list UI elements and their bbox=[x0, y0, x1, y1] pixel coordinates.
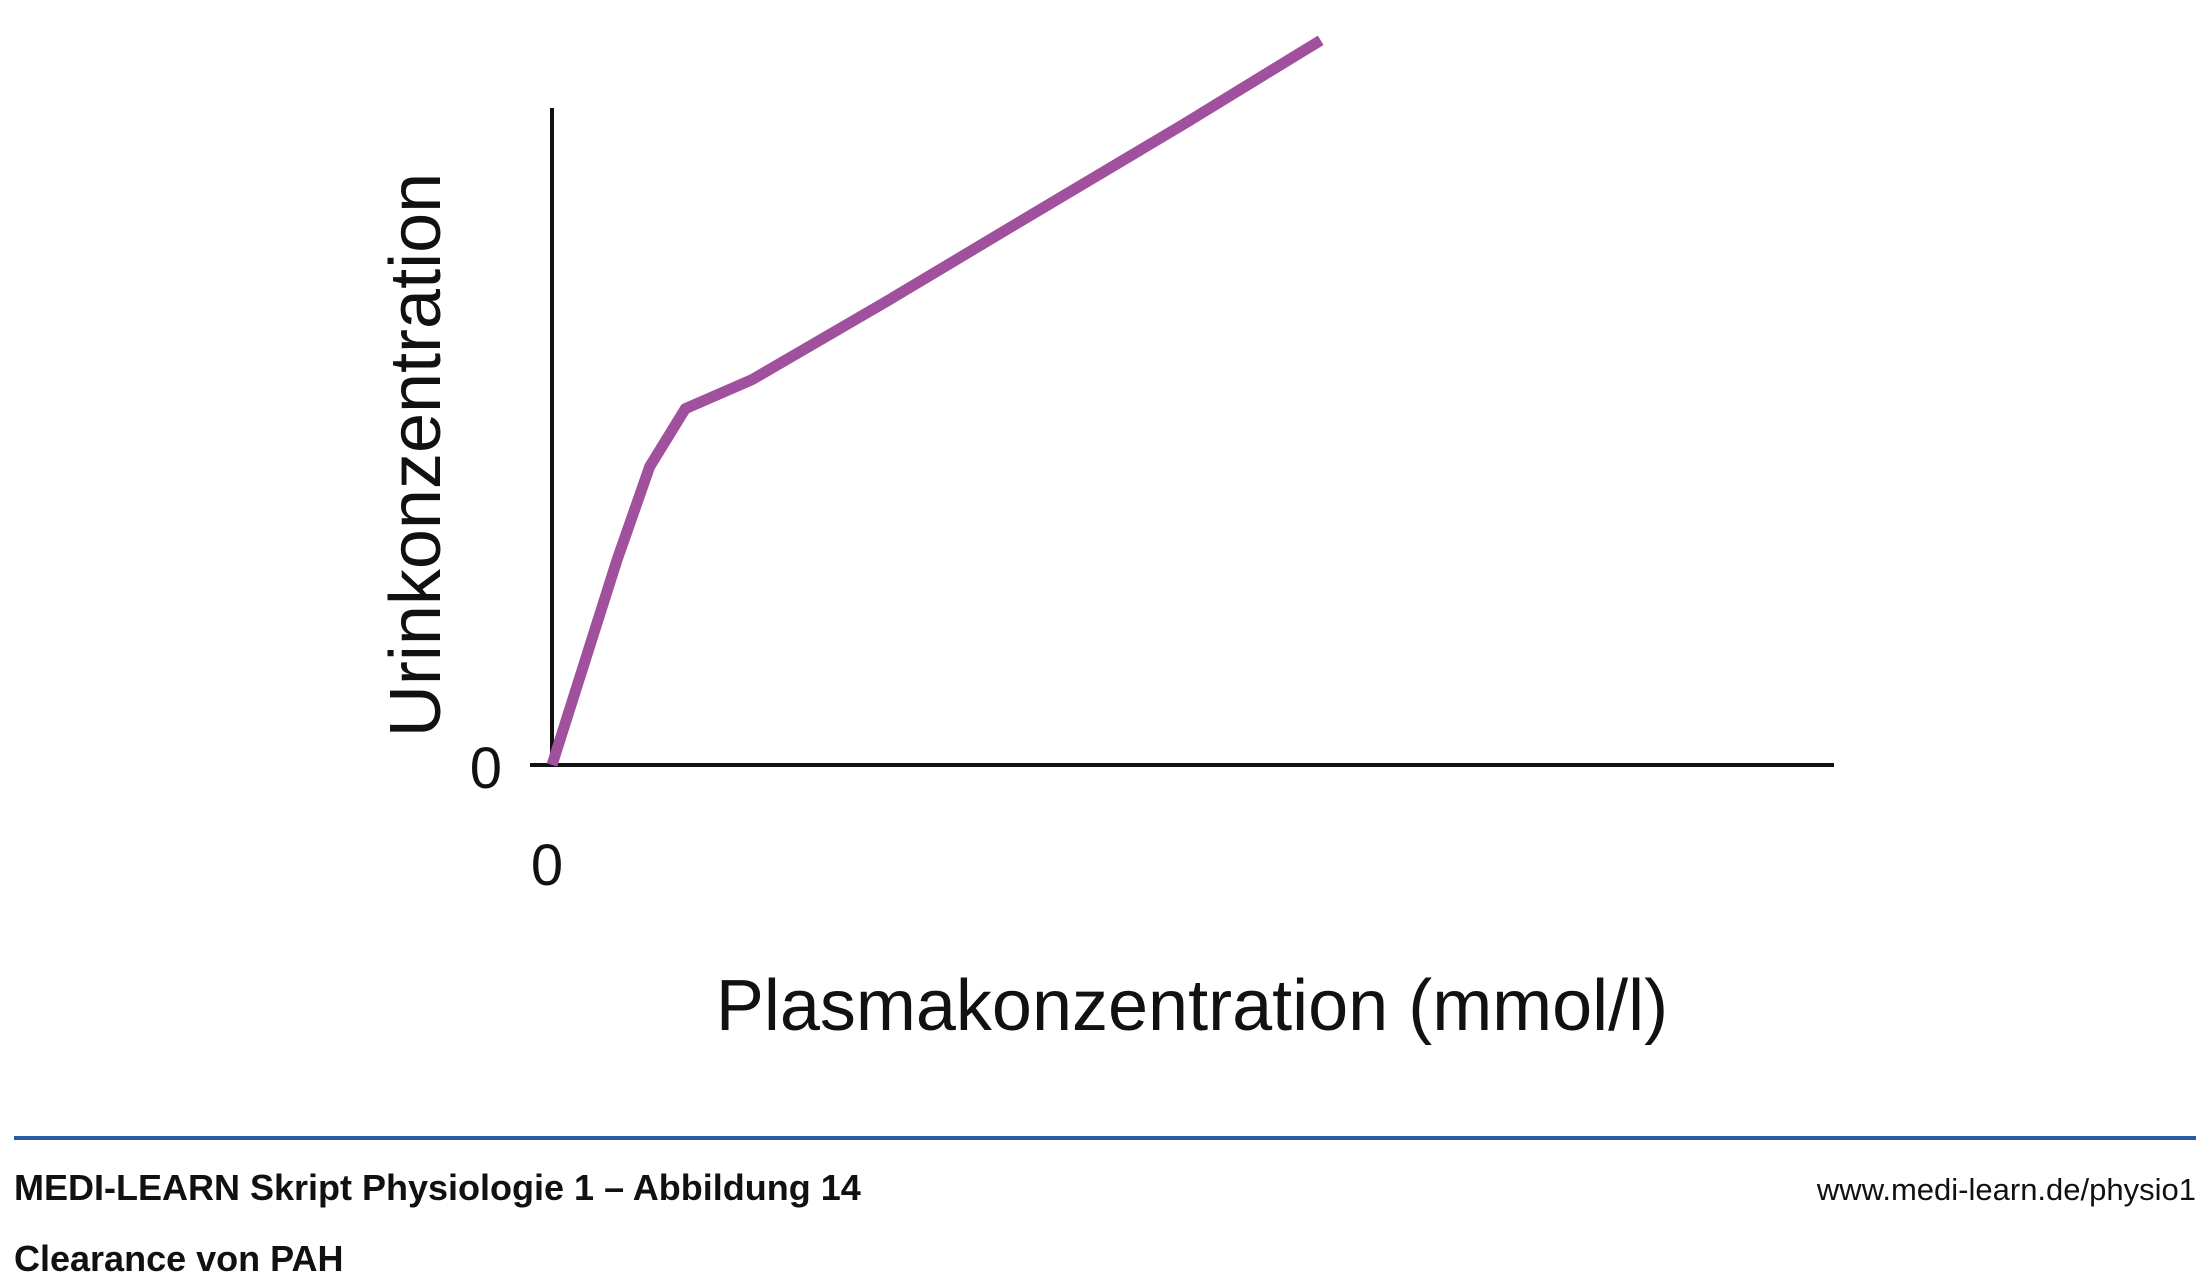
x-axis-label: Plasmakonzentration (mmol/l) bbox=[716, 966, 1668, 1046]
footer-url[interactable]: www.medi-learn.de/physio1 bbox=[1816, 1172, 2196, 1207]
footer-title: MEDI-LEARN Skript Physiologie 1 – Abbild… bbox=[14, 1167, 861, 1208]
x-tick-label: 0 bbox=[531, 833, 563, 898]
footer-caption: Clearance von PAH bbox=[14, 1238, 344, 1279]
footer-divider bbox=[14, 1136, 2196, 1140]
y-axis-label: Urinkonzentration bbox=[376, 173, 456, 737]
series-line bbox=[546, 35, 1324, 767]
y-tick-label: 0 bbox=[470, 736, 502, 801]
